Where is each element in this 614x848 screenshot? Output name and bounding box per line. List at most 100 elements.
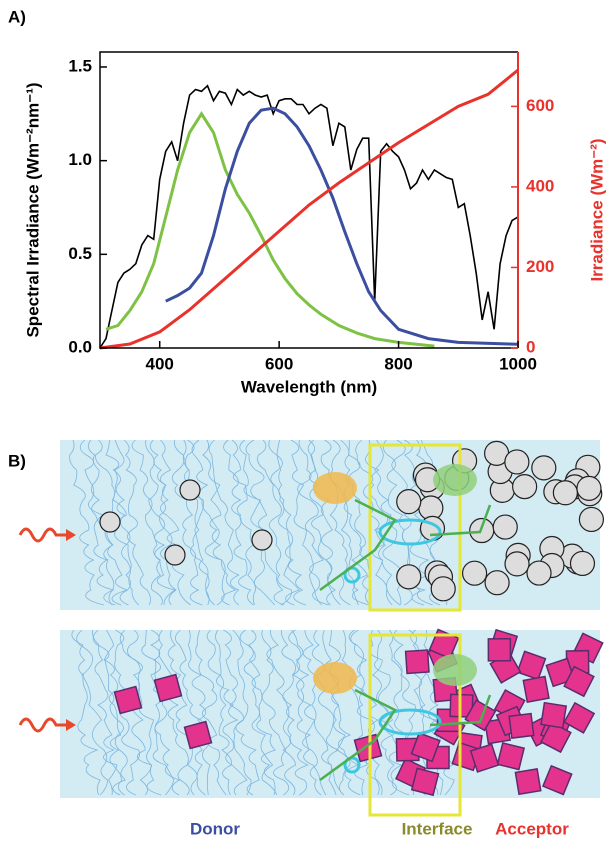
panel-label: B)	[8, 451, 26, 470]
polymer-chain	[320, 439, 351, 606]
acceptor-molecule	[541, 764, 573, 796]
polymer-chain	[79, 439, 116, 606]
acceptor-molecule	[516, 650, 547, 681]
series-line	[99, 68, 519, 350]
polymer-chain	[355, 439, 393, 606]
polymer-chain	[268, 439, 300, 606]
interface-box	[368, 633, 462, 817]
polymer-chain	[195, 629, 227, 796]
polymer-chain	[167, 629, 198, 796]
fullerene	[396, 564, 422, 590]
y-axis-label: Spectral Irradiance (Wm⁻²nm⁻¹)	[23, 82, 42, 337]
polymer-chain	[206, 629, 232, 796]
polymer-chain	[187, 629, 211, 796]
polymer-chain	[215, 629, 248, 796]
interface-box	[368, 443, 462, 612]
diagram-label: Interface	[402, 819, 473, 838]
polymer-chain	[208, 439, 240, 606]
polymer-chain	[69, 439, 104, 606]
polymer-chain	[297, 439, 330, 606]
light-wave	[18, 717, 66, 733]
polymer-chain	[290, 439, 322, 606]
acceptor-molecule	[113, 685, 143, 715]
diagram	[18, 439, 605, 817]
polymer-chain	[150, 629, 181, 796]
series-line	[99, 84, 519, 349]
polymer-chain	[171, 439, 203, 606]
y2-tick-label: 400	[526, 176, 554, 195]
exciton	[433, 654, 477, 686]
fullerene	[578, 506, 605, 533]
polymer-chain	[92, 629, 118, 796]
charge-pair	[378, 518, 442, 546]
axis-frame	[99, 51, 518, 349]
y-tick-label: 0.0	[68, 337, 92, 356]
series-line	[165, 106, 519, 346]
y2-tick-label: 200	[526, 257, 554, 276]
acceptor-molecule	[540, 701, 568, 729]
polymer-chain	[191, 439, 226, 606]
polymer-chain	[340, 439, 370, 606]
polymer-chain	[223, 439, 254, 606]
x-tick-label: 1000	[499, 354, 537, 373]
polymer-chain	[239, 439, 275, 606]
light-arrow	[66, 529, 76, 541]
polymer-chain	[131, 439, 163, 606]
polymer-chain	[322, 629, 351, 796]
polymer-chain	[276, 439, 306, 606]
y-tick-label: 0.5	[68, 244, 92, 263]
charge-pair	[378, 708, 442, 736]
y-tick-label: 1.0	[68, 150, 92, 169]
fullerene	[576, 475, 602, 501]
polymer-chain	[266, 629, 297, 796]
polymer-chain	[308, 439, 336, 606]
y2-tick-label: 600	[526, 96, 554, 115]
polymer-chain	[123, 439, 151, 606]
charge-path	[319, 688, 492, 782]
polymer-chain	[145, 439, 176, 606]
acceptor-molecule	[183, 720, 213, 750]
exciton	[433, 464, 477, 496]
fullerene	[504, 551, 530, 577]
y2-tick-label: 0	[526, 337, 535, 356]
polymer-chain	[183, 439, 215, 606]
fullerene	[531, 455, 557, 481]
polymer-chain	[127, 629, 162, 796]
acceptor-molecule	[487, 638, 512, 662]
fullerene	[552, 480, 578, 506]
polymer-chain	[245, 439, 285, 606]
polymer-chain	[291, 629, 322, 796]
acceptor-molecule	[522, 675, 550, 704]
fullerene	[430, 576, 456, 602]
polymer-chain	[174, 629, 206, 796]
polymer-chain	[311, 629, 344, 796]
x-tick-label: 400	[146, 354, 174, 373]
polymer-chain	[71, 629, 101, 796]
fullerene	[492, 514, 518, 540]
polymer-chain	[158, 629, 190, 796]
polymer-chain	[288, 629, 327, 796]
exciton	[313, 662, 357, 694]
polymer-chain	[232, 629, 260, 796]
diagram-label: Donor	[190, 819, 240, 838]
polymer-chain	[231, 439, 257, 606]
polymer-chain	[347, 439, 371, 606]
fullerene	[164, 544, 186, 566]
acceptor-molecule	[496, 742, 526, 771]
acceptor-molecule	[563, 701, 596, 734]
polymer-chain	[223, 629, 252, 796]
fullerene	[484, 570, 510, 596]
panel-label: A)	[8, 7, 26, 26]
acceptor-molecule	[508, 712, 535, 739]
exciton	[313, 472, 357, 504]
x-tick-label: 600	[265, 354, 293, 373]
y-tick-label: 1.5	[68, 56, 92, 75]
polymer-chain	[149, 439, 177, 606]
polymer-chain	[103, 629, 128, 796]
fullerene	[569, 550, 596, 577]
fullerene	[179, 479, 201, 501]
light-arrow	[66, 719, 76, 731]
polymer-chain	[76, 629, 109, 796]
polymer-chain	[330, 439, 359, 606]
polymer-chain	[202, 439, 237, 606]
